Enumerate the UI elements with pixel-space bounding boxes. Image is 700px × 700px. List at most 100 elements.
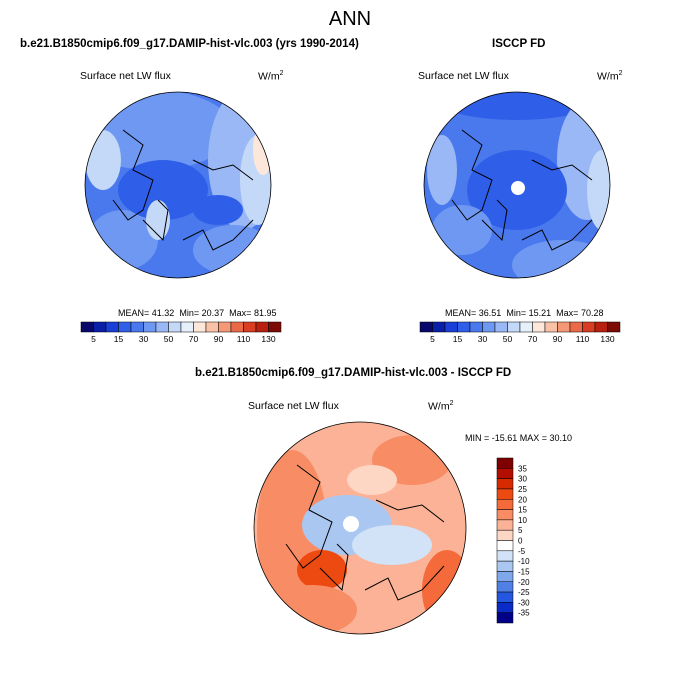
panel1-variable-label: Surface net LW flux (80, 70, 171, 82)
panel1-field-region (118, 160, 208, 220)
panel3-colorbar-swatch (496, 488, 514, 500)
panel3-colorbar-swatch (496, 591, 514, 603)
panel3-colorbar-swatch (496, 540, 514, 552)
panel2-colorbar-swatch (507, 321, 521, 333)
panel3-colorbar-swatch (496, 612, 514, 624)
panel2-field-region (587, 150, 610, 230)
panel1-colorbar-swatch (118, 321, 132, 333)
panel1-field-region (253, 125, 271, 175)
panel3-map (253, 421, 467, 635)
panel1-field-region (193, 225, 271, 275)
panel1-colorbar-tick-label: 50 (164, 334, 174, 344)
panel1-colorbar-tick-label: 5 (91, 334, 96, 344)
panel2-colorbar-swatch (419, 321, 433, 333)
panel1-colorbar-swatch (268, 321, 282, 333)
panel2-colorbar-tick-label: 90 (553, 334, 563, 344)
panel3-field-region (352, 525, 432, 565)
panel3-colorbar-swatch (496, 529, 514, 541)
panel3-colorbar-swatch (496, 509, 514, 521)
panel2-colorbar-swatch (607, 321, 621, 333)
panel1-colorbar: 5 15 30 50 70 90 110 130 (80, 321, 282, 344)
panel3-colorbar-swatch (496, 571, 514, 582)
panel3-colorbar-tick-label: -25 (518, 588, 530, 597)
panel3-field-region (267, 585, 357, 634)
panel3-colorbar-tick-label: 30 (518, 475, 527, 484)
panel3-colorbar-swatch (496, 499, 514, 510)
panel1-colorbar-swatch (193, 321, 207, 333)
panel2-colorbar-swatch (544, 321, 558, 333)
panel3-colorbar-tick-label: 0 (518, 537, 523, 546)
panel3-colorbar-tick-label: 20 (518, 495, 527, 504)
panel1-map (84, 91, 272, 279)
panel3-colorbar-swatch (496, 602, 514, 613)
panel2-colorbar-swatch (569, 321, 583, 333)
panel2-colorbar-swatch (469, 321, 483, 333)
panel2-colorbar-swatch (482, 321, 496, 333)
panel3-field-region (422, 550, 466, 630)
panel1-colorbar-swatch (105, 321, 119, 333)
panel3-colorbar-tick-label: -15 (518, 567, 530, 576)
panel1-field-region (85, 130, 121, 190)
panel1-colorbar-tick-label: 30 (139, 334, 149, 344)
panel2-stats: MEAN= 36.51 Min= 15.21 Max= 70.28 (445, 308, 604, 318)
panel2-colorbar-tick-label: 30 (478, 334, 488, 344)
panel2-colorbar-swatch (594, 321, 608, 333)
panel2-colorbar-swatch (557, 321, 571, 333)
panel1-colorbar-tick-label: 130 (261, 334, 275, 344)
panel1-colorbar-tick-label: 110 (237, 334, 251, 344)
panel2-colorbar-swatch (444, 321, 458, 333)
panel3-variable-label: Surface net LW flux (248, 400, 339, 412)
panel1-colorbar-swatch (143, 321, 157, 333)
panel1-stats: MEAN= 41.32 Min= 20.37 Max= 81.95 (118, 308, 277, 318)
panel2-title: ISCCP FD (492, 38, 546, 50)
panel3-units-label: W/m2 (428, 400, 454, 413)
panel3-colorbar-tick-label: -35 (518, 609, 530, 618)
panel2-coastlines (451, 129, 593, 251)
panel2-colorbar: 5 15 30 50 70 90 110 130 (419, 321, 621, 344)
panel2-field-region (437, 92, 597, 120)
panel1-colorbar-swatch (168, 321, 182, 333)
panel3-colorbar-swatch (496, 478, 514, 490)
panel3-colorbar-tick-label: -10 (518, 557, 530, 566)
panel1-colorbar-tick-label: 70 (189, 334, 199, 344)
panel3-colorbar-tick-label: -30 (518, 598, 530, 607)
panel1-colorbar-swatch (130, 321, 144, 333)
panel2-field-region (512, 240, 610, 278)
panel2-field-region (427, 135, 457, 205)
panel3-colorbar-tick-label: -5 (518, 547, 526, 556)
panel3-missing-pole (343, 516, 359, 532)
panel3-colorbar-swatch (496, 519, 514, 531)
panel3-stats: MIN = -15.61 MAX = 30.10 (465, 433, 573, 443)
panel1-colorbar-swatch (180, 321, 194, 333)
figure-title: ANN (328, 8, 372, 30)
panel2-variable-label: Surface net LW flux (418, 70, 509, 82)
panel3-colorbar-swatch (496, 581, 514, 593)
panel3-colorbar-tick-label: 25 (518, 485, 527, 494)
panel1-colorbar-swatch (205, 321, 219, 333)
panel3-coastlines (285, 464, 445, 601)
panel2-colorbar-tick-label: 130 (600, 334, 614, 344)
panel1-colorbar-swatch (93, 321, 107, 333)
panel2-colorbar-tick-label: 5 (430, 334, 435, 344)
panel1-colorbar-swatch (80, 321, 94, 333)
panel2-map (423, 91, 611, 279)
panel1-colorbar-tick-label: 15 (114, 334, 124, 344)
panel3-colorbar-tick-label: -20 (518, 578, 530, 587)
panel1-coastlines (112, 129, 254, 251)
panel1-title: b.e21.B1850cmip6.f09_g17.DAMIP-hist-vlc.… (20, 38, 359, 50)
panel2-colorbar-swatch (432, 321, 446, 333)
panel2-colorbar-swatch (494, 321, 508, 333)
panel1-field-region (193, 195, 243, 225)
panel2-units-label: W/m2 (597, 70, 623, 83)
panel1-colorbar-swatch (255, 321, 269, 333)
panel2-colorbar-swatch (457, 321, 471, 333)
panel3-colorbar-swatch (496, 550, 514, 562)
panel3-title: b.e21.B1850cmip6.f09_g17.DAMIP-hist-vlc.… (195, 367, 512, 379)
panel3-map-border (253, 421, 467, 635)
panel3-colorbar-tick-label: 5 (518, 526, 523, 535)
panel2-colorbar-swatch (519, 321, 533, 333)
panel2-missing-pole (511, 181, 525, 195)
panel2-field-region (432, 205, 492, 255)
panel2-colorbar-tick-label: 110 (576, 334, 590, 344)
panel2-colorbar-tick-label: 70 (528, 334, 538, 344)
